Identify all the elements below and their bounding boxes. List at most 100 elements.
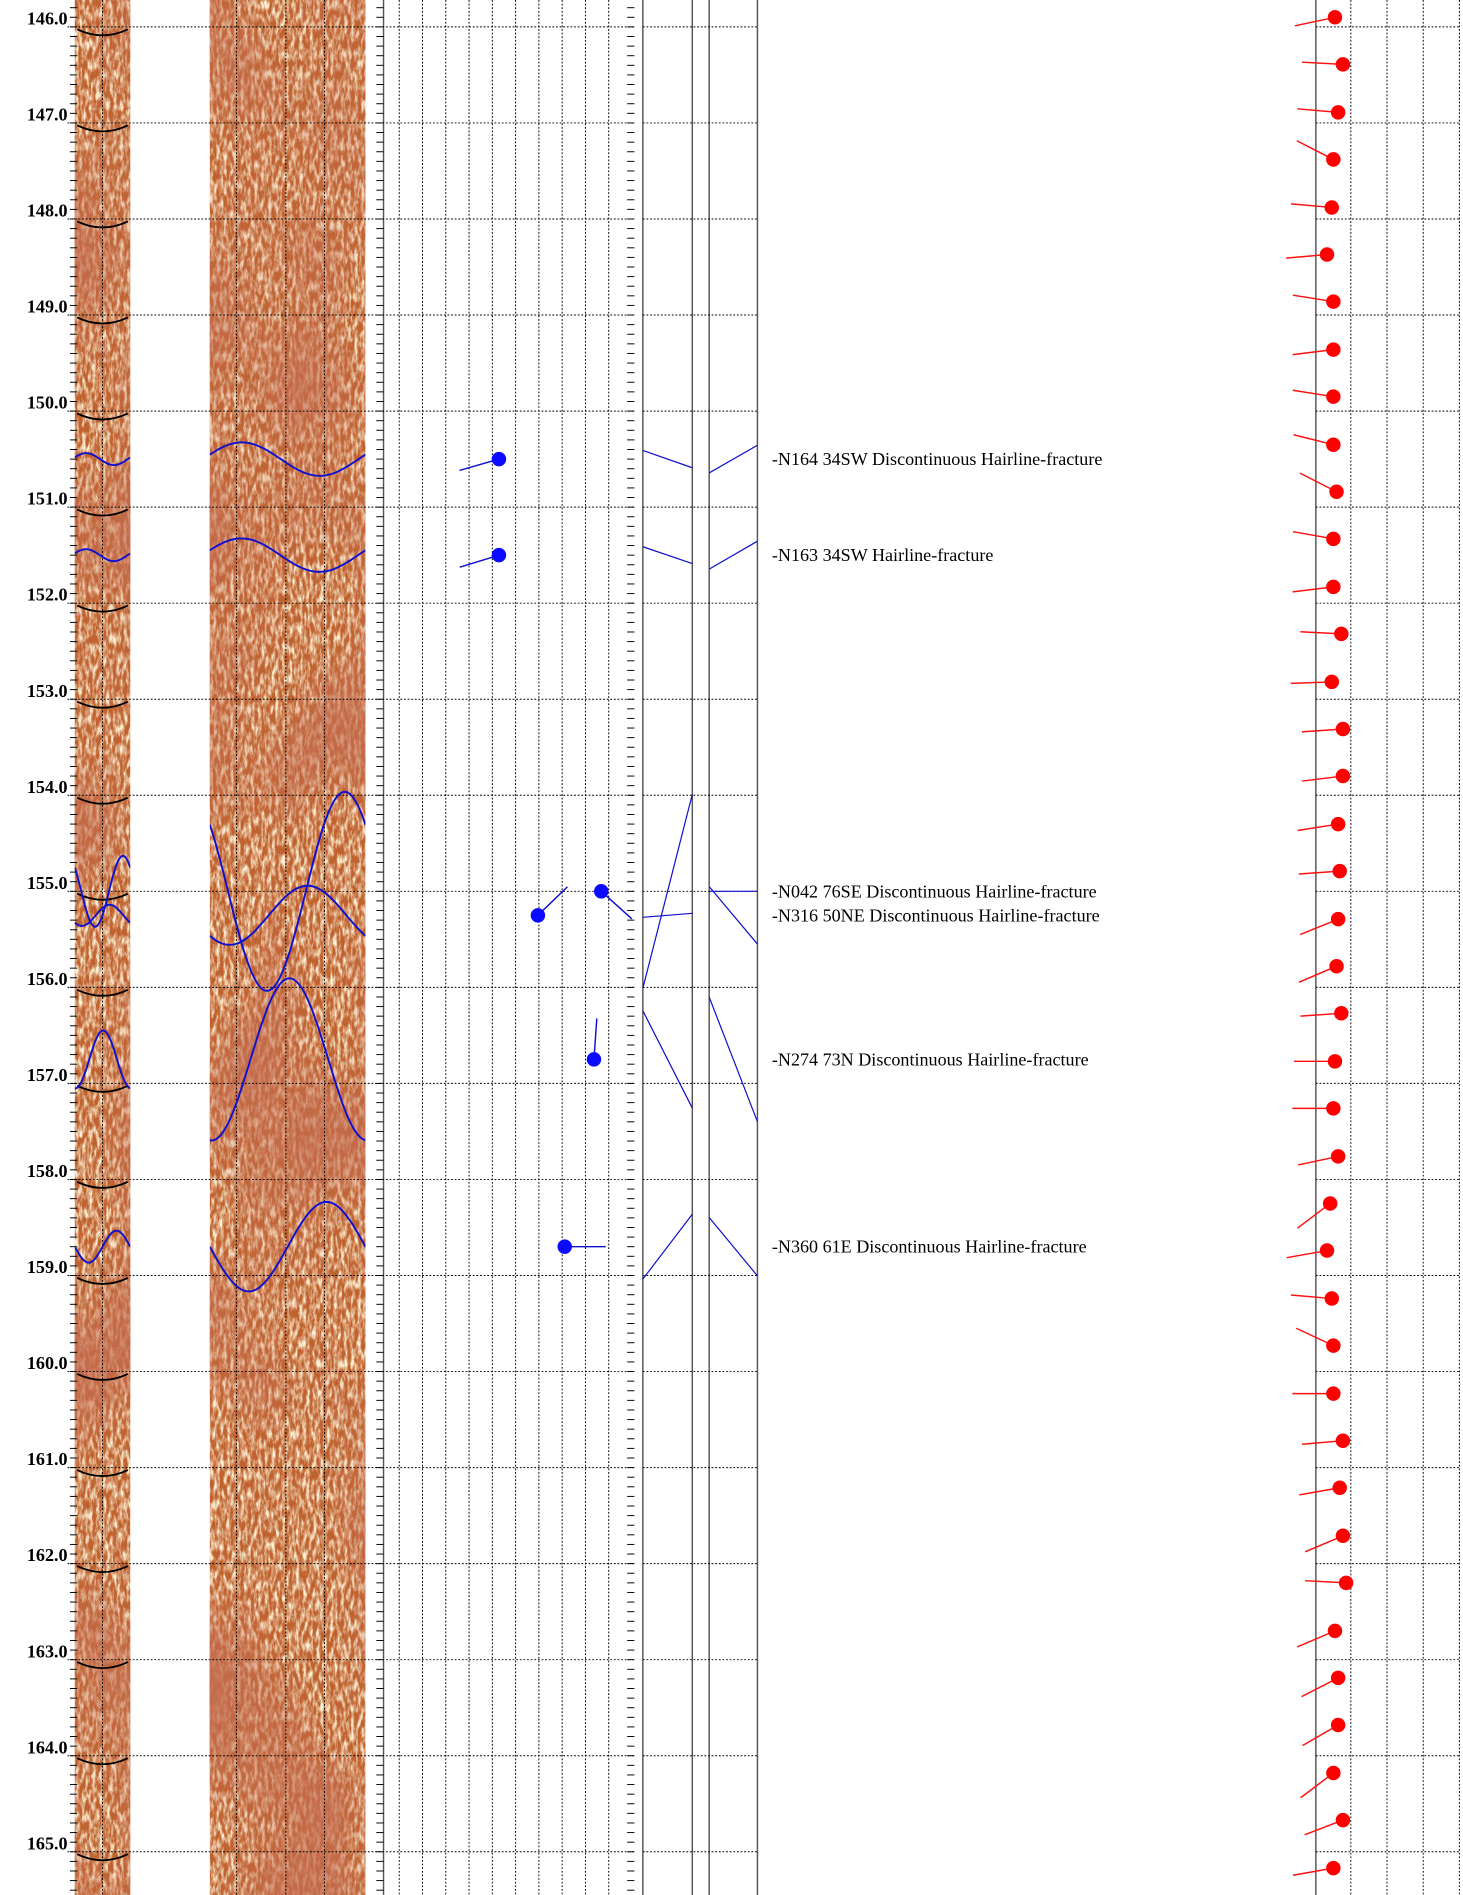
depth-label: 153.0 (27, 681, 68, 701)
image-track-2 (209, 0, 366, 1895)
depth-label: 151.0 (27, 489, 68, 509)
apparent-dip (642, 794, 693, 989)
apparent-dip (708, 540, 758, 570)
apparent-dip (708, 886, 758, 945)
fracture-sinusoid (209, 537, 366, 573)
dip-tadpole-dot (1330, 1149, 1346, 1164)
apparent-dip (642, 1010, 693, 1109)
dip-tadpole-dot (1326, 1101, 1341, 1116)
depth-label: 163.0 (27, 1641, 68, 1661)
apparent-dip (642, 546, 693, 565)
fracture-sinusoid (74, 548, 131, 563)
tadpole-dot (594, 884, 609, 899)
dip-tadpole-dot (1329, 958, 1344, 974)
bedding-arc (76, 124, 129, 133)
apparent-dip (642, 912, 693, 918)
bedding-arc (76, 1277, 129, 1285)
apparent-dip (708, 1217, 758, 1277)
dip-tadpole-dot (1326, 437, 1341, 452)
dip-tadpole-dot (1319, 247, 1335, 262)
dip-tadpole-dot (1324, 674, 1340, 690)
bedding-arc (76, 1565, 129, 1574)
dip-tadpole-dot (1324, 200, 1340, 215)
depth-label: 161.0 (27, 1449, 68, 1469)
dip-tadpole-dot (1326, 1386, 1341, 1401)
fracture-sinusoid (74, 452, 131, 467)
dip-tadpole-dot (1330, 1717, 1346, 1733)
dip-tadpole-dot (1326, 342, 1341, 357)
dip-tadpole-dot (1326, 389, 1341, 404)
dip-tadpole-dot (1329, 484, 1344, 500)
dip-tadpole-dot (1334, 1006, 1349, 1021)
bedding-arc (76, 1181, 129, 1189)
depth-label: 165.0 (27, 1833, 68, 1853)
dip-tadpole-dot (1324, 1291, 1340, 1306)
log-layer: 146.0 147.0 148.0 149.0 150.0 151.0 152.0 153.0… (27, 0, 1460, 1895)
depth-label: 164.0 (27, 1737, 68, 1757)
dip-tadpole-dot (1334, 626, 1349, 642)
apparent-dip (642, 449, 693, 469)
fracture-sinusoid (74, 854, 131, 928)
dip-tadpole-dot (1326, 152, 1341, 167)
dip-tadpole-dot (1326, 1338, 1341, 1353)
depth-label: 157.0 (27, 1065, 68, 1085)
dip-tadpole-dot (1327, 1054, 1343, 1069)
dip-tadpole-dot (1335, 721, 1351, 737)
depth-label: 152.0 (27, 585, 68, 605)
bedding-arc (76, 1373, 129, 1381)
depth-label: 154.0 (27, 777, 68, 797)
depth-label: 155.0 (27, 873, 68, 893)
fracture-label: -N360 61E Discontinuous Hairline-fractur… (772, 1237, 1087, 1257)
bedding-arc (76, 1661, 129, 1670)
fracture-label: -N163 34SW Hairline-fracture (772, 545, 994, 565)
fracture-label: -N316 50NE Discontinuous Hairline-fractu… (772, 905, 1100, 925)
fracture-sinusoid (209, 441, 366, 477)
fracture-label: -N164 34SW Discontinuous Hairline-fractu… (772, 449, 1102, 469)
dip-tadpole-dot (1326, 531, 1341, 547)
dip-tadpole-dot (1326, 294, 1341, 309)
apparent-dip (708, 444, 758, 474)
dip-tadpole-dot (1322, 1196, 1338, 1211)
depth-label: 147.0 (27, 105, 68, 125)
bedding-arc (76, 1469, 129, 1477)
dip-tadpole-dot (1335, 1812, 1351, 1828)
fracture-sinusoid (209, 790, 366, 992)
bedding-arc (76, 796, 129, 805)
dip-tadpole-dot (1330, 1670, 1346, 1686)
bedding-arc (76, 988, 129, 997)
fracture-sinusoid (209, 884, 366, 946)
dip-tadpole-dot (1332, 863, 1347, 879)
fracture-label: -N042 76SE Discontinuous Hairline-fractu… (772, 881, 1097, 901)
dip-tadpole-dot (1326, 1765, 1341, 1781)
bedding-arc (76, 1853, 129, 1862)
fracture-sinusoid (74, 1029, 131, 1090)
depth-label: 146.0 (27, 8, 68, 28)
dip-tadpole-dot (1319, 1243, 1335, 1258)
dip-tadpole-dot (1335, 1528, 1351, 1544)
depth-label: 159.0 (27, 1257, 68, 1277)
bedding-arc (76, 220, 129, 229)
bedding-arc (76, 28, 129, 37)
depth-label: 158.0 (27, 1161, 68, 1181)
dip-tadpole-dot (1335, 1433, 1351, 1448)
dip-tadpole-dot (1335, 57, 1351, 72)
apparent-dip (708, 996, 758, 1122)
bedding-arc (76, 316, 129, 325)
tadpole-dot (491, 451, 507, 467)
tadpole-dot (530, 908, 546, 923)
tadpole-dot (491, 547, 507, 563)
bedding-arc (76, 700, 129, 709)
dip-tadpole-dot (1330, 911, 1346, 927)
fracture-sinusoid (74, 903, 131, 927)
fracture-sinusoid (209, 977, 366, 1142)
bedding-arc (76, 1757, 129, 1766)
dip-tadpole-dot (1326, 1860, 1341, 1876)
tadpole-dot (586, 1052, 602, 1067)
depth-label: 160.0 (27, 1353, 68, 1373)
bedding-arc (76, 508, 129, 517)
dip-tadpole-dot (1330, 105, 1346, 120)
apparent-dip (642, 1213, 693, 1280)
dip-tadpole-dot (1332, 1480, 1347, 1496)
dip-tadpole-dot (1327, 1623, 1343, 1639)
